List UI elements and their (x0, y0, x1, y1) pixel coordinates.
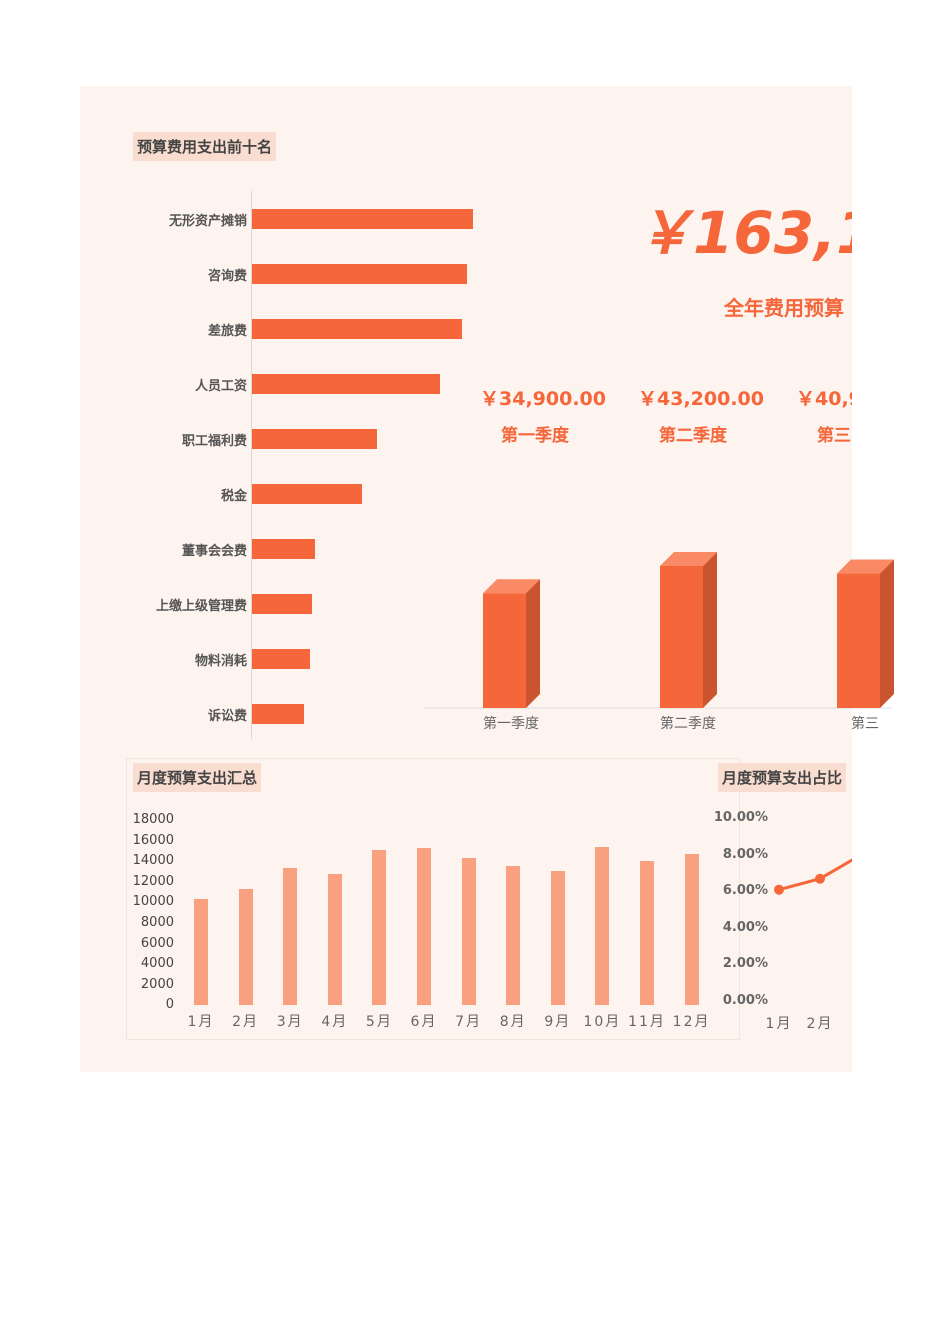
monthly-chart-frame (126, 758, 740, 1040)
month-bar (238, 888, 253, 1005)
x-tick: 3 (841, 1013, 852, 1029)
top10-bar (252, 649, 310, 669)
x-tick: 2月 (806, 1016, 834, 1032)
y-tick: 16000 (132, 832, 174, 848)
ratio-line (778, 858, 852, 892)
bar-label: 差旅费 (207, 324, 247, 339)
bar-label: 董事会会费 (181, 544, 247, 559)
bar-label: 物料消耗 (194, 654, 247, 669)
x-tick: 3月 (276, 1014, 304, 1030)
x-tick: 2月 (232, 1014, 260, 1030)
top10-bar (252, 704, 304, 724)
y-tick: 12000 (132, 873, 174, 889)
y-tick: 0.00% (722, 993, 768, 1008)
bar-label: 无形资产摊销 (168, 214, 247, 229)
x-tick: 5月 (365, 1014, 393, 1030)
y-tick: 8.00% (722, 846, 768, 862)
bar-label: 人员工资 (194, 379, 247, 394)
month-bar (506, 866, 521, 1005)
dashboard-panel: 预算费用支出前十名 无形资产摊销咨询费差旅费人员工资职工福利费税金董事会会费上缴… (80, 86, 852, 1072)
month-bar (461, 858, 476, 1005)
top10-bar (252, 264, 467, 284)
quarter-axis-label: 第三 (851, 715, 879, 732)
x-tick: 1月 (187, 1014, 215, 1030)
bar-label: 职工福利费 (181, 434, 247, 449)
month-bar (283, 868, 298, 1005)
x-tick: 1月 (765, 1016, 793, 1032)
y-tick: 6.00% (722, 883, 768, 899)
top10-bar (252, 594, 312, 614)
month-bar (595, 846, 610, 1005)
y-tick: 2000 (140, 976, 174, 992)
top10-title: 预算费用支出前十名 (133, 132, 277, 161)
x-tick: 4月 (321, 1014, 349, 1030)
x-tick: 6月 (410, 1014, 438, 1030)
top10-axis (251, 191, 252, 739)
annual-total: ￥163,10 (635, 199, 852, 267)
month-bar (194, 899, 208, 1005)
month-bar (550, 871, 565, 1005)
q3-value: ￥40,9 (796, 388, 852, 410)
monthly-title: 月度预算支出汇总 (133, 763, 262, 792)
x-tick: 10月 (583, 1014, 622, 1030)
top10-bar (252, 374, 440, 394)
ratio-title: 月度预算支出占比 (718, 763, 847, 792)
q2-label: 第二季度 (659, 426, 727, 446)
month-bar (417, 847, 431, 1005)
y-tick: 14000 (132, 853, 174, 869)
top10-bar (252, 319, 462, 339)
q2-value: ￥43,200.00 (638, 388, 764, 410)
x-tick: 11月 (628, 1014, 666, 1030)
y-tick: 4000 (140, 956, 174, 972)
bar-label: 诉讼费 (207, 709, 247, 724)
top10-bar (252, 484, 362, 504)
month-bar (372, 849, 387, 1005)
q3-label: 第三 (817, 426, 851, 446)
y-tick: 8000 (140, 915, 174, 930)
y-tick: 6000 (140, 935, 174, 951)
y-tick: 0 (165, 997, 174, 1013)
x-tick: 12月 (672, 1014, 711, 1030)
quarter-bar-side (880, 559, 894, 708)
q1-label: 第一季度 (501, 426, 569, 446)
y-tick: 18000 (132, 812, 174, 827)
y-tick: 10.00% (713, 810, 768, 825)
top10-bar (252, 209, 473, 229)
top10-bar (252, 429, 377, 449)
ratio-point (774, 884, 784, 895)
q1-value: ￥34,900.00 (480, 388, 606, 410)
month-bar (684, 853, 699, 1005)
x-tick: 9月 (544, 1014, 572, 1030)
bar-label: 咨询费 (207, 269, 247, 284)
bar-label: 税金 (220, 489, 247, 504)
y-tick: 4.00% (722, 919, 768, 935)
y-tick: 10000 (132, 894, 174, 910)
x-tick: 8月 (499, 1014, 527, 1030)
annual-caption: 全年费用预算 (724, 296, 844, 320)
month-bar (327, 874, 342, 1005)
top10-bar (252, 539, 315, 559)
ratio-plot (774, 858, 852, 895)
x-tick: 7月 (455, 1014, 483, 1030)
y-tick: 2.00% (722, 956, 768, 972)
ratio-point (815, 873, 825, 884)
bar-label: 上缴上级管理费 (155, 599, 247, 614)
month-bar (640, 861, 654, 1005)
